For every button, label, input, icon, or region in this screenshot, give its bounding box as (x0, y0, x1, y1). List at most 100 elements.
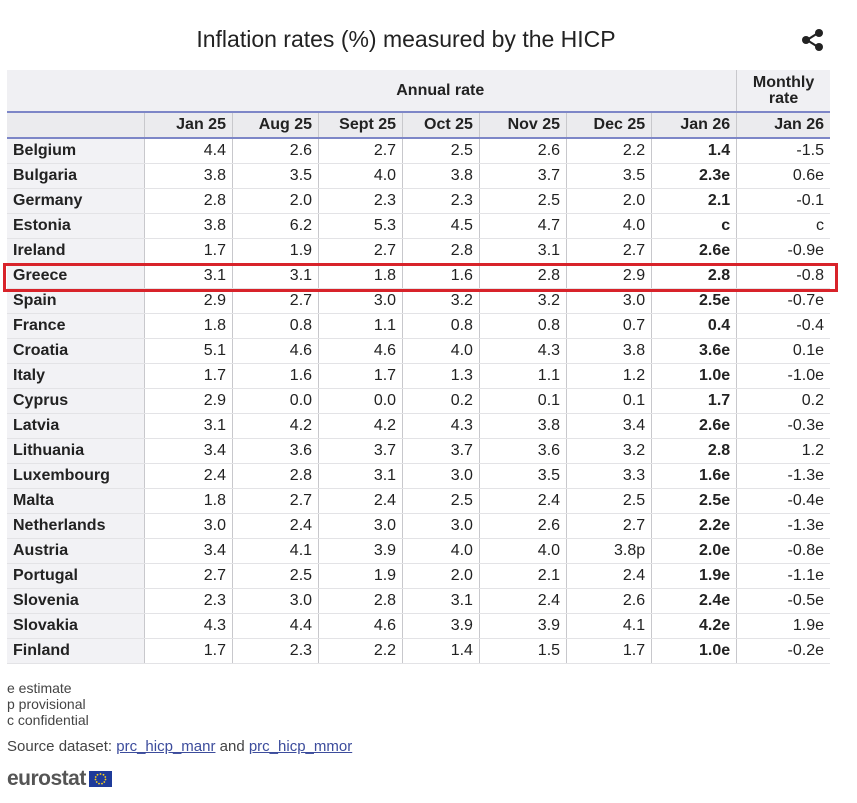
annual-rate-cell: 3.8 (143, 163, 233, 189)
annual-rate-cell: 3.0 (318, 513, 403, 539)
annual-rate-cell: 1.6 (402, 263, 480, 289)
monthly-rate-cell: -0.2e (736, 638, 830, 664)
annual-rate-cell: 3.6e (651, 338, 737, 364)
annual-rate-cell: 2.4 (231, 513, 319, 539)
annual-rate-cell: 1.7 (143, 638, 233, 664)
monthly-rate-cell: c (736, 213, 830, 239)
annual-rate-cell: 0.1 (566, 388, 652, 414)
annual-rate-cell: 1.7 (143, 238, 233, 264)
country-name: Netherlands (7, 513, 145, 539)
monthly-rate-cell: -1.3e (736, 463, 830, 489)
annual-rate-cell: 2.2e (651, 513, 737, 539)
annual-rate-cell: 2.3e (651, 163, 737, 189)
annual-rate-cell: 1.9e (651, 563, 737, 589)
annual-rate-cell: 3.0 (318, 288, 403, 314)
annual-rate-cell: 2.9 (143, 288, 233, 314)
share-icon[interactable] (800, 28, 826, 52)
annual-rate-cell: 0.8 (402, 313, 480, 339)
column-header: Aug 25 (231, 112, 319, 139)
annual-rate-cell: 4.0 (402, 538, 480, 564)
annual-rate-cell: 1.4 (651, 138, 737, 164)
table-row-luxembourg: Luxembourg 2.4 2.8 3.1 3.0 3.5 3.3 1.6e -1.3e (7, 463, 830, 489)
table-row-slovenia: Slovenia 2.3 3.0 2.8 3.1 2.4 2.6 2.4e -0.5e (7, 588, 830, 614)
annual-rate-cell: 1.6e (651, 463, 737, 489)
annual-rate-cell: 2.6 (566, 588, 652, 614)
annual-rate-cell: 2.7 (231, 488, 319, 514)
annual-rate-cell: 0.7 (566, 313, 652, 339)
annual-rate-cell: 3.7 (318, 438, 403, 464)
column-header: Sept 25 (318, 112, 403, 139)
annual-rate-cell: 4.3 (478, 338, 567, 364)
annual-rate-cell: 2.5 (478, 188, 567, 214)
table-row-bulgaria: Bulgaria 3.8 3.5 4.0 3.8 3.7 3.5 2.3e 0.6e (7, 163, 830, 189)
annual-rate-cell: 1.0e (651, 638, 737, 664)
annual-rate-cell: 0.4 (651, 313, 737, 339)
annual-rate-cell: 2.6e (651, 238, 737, 264)
annual-rate-cell: 2.7 (143, 563, 233, 589)
annual-rate-cell: 3.6 (478, 438, 567, 464)
annual-rate-cell: 2.8 (402, 238, 480, 264)
annual-rate-cell: 3.8 (478, 413, 567, 439)
annual-rate-cell: 3.9 (402, 613, 480, 639)
annual-rate-cell: 3.5 (231, 163, 319, 189)
annual-rate-cell: 2.6e (651, 413, 737, 439)
annual-rate-cell: 1.1 (318, 313, 403, 339)
annual-rate-cell: 4.4 (143, 138, 233, 164)
annual-rate-cell: 3.0 (402, 513, 480, 539)
annual-rate-cell: 5.1 (143, 338, 233, 364)
table-row-latvia: Latvia 3.1 4.2 4.2 4.3 3.8 3.4 2.6e -0.3e (7, 413, 830, 439)
country-name: Spain (7, 288, 145, 314)
annual-rate-cell: 3.5 (478, 463, 567, 489)
source-link-mmor[interactable]: prc_hicp_mmor (248, 738, 353, 755)
column-header: Jan 25 (143, 112, 233, 139)
annual-rate-cell: 2.9 (143, 388, 233, 414)
table-row-slovakia: Slovakia 4.3 4.4 4.6 3.9 3.9 4.1 4.2e 1.9e (7, 613, 830, 639)
legend: e estimate p provisional c confidential (7, 680, 89, 728)
annual-rate-cell: 4.2 (318, 413, 403, 439)
annual-rate-cell: 3.8 (402, 163, 480, 189)
annual-rate-cell: 3.8p (566, 538, 652, 564)
annual-rate-cell: 2.1 (478, 563, 567, 589)
annual-rate-cell: 3.8 (143, 213, 233, 239)
annual-rate-cell: 3.1 (143, 413, 233, 439)
annual-rate-cell: 3.2 (478, 288, 567, 314)
logo-text: eurostat (7, 767, 86, 790)
eurostat-logo[interactable]: eurostat (7, 767, 112, 791)
annual-rate-cell: 3.8 (566, 338, 652, 364)
annual-rate-cell: 4.2e (651, 613, 737, 639)
monthly-rate-cell: -0.8e (736, 538, 830, 564)
monthly-rate-cell: -1.1e (736, 563, 830, 589)
source-link-manr[interactable]: prc_hicp_manr (116, 738, 216, 755)
annual-rate-cell: 2.7 (566, 513, 652, 539)
country-name: Ireland (7, 238, 145, 264)
annual-rate-cell: 1.4 (402, 638, 480, 664)
annual-rate-cell: 4.6 (318, 338, 403, 364)
country-name: Greece (7, 263, 145, 289)
annual-rate-cell: 3.7 (402, 438, 480, 464)
annual-rate-cell: 4.0 (318, 163, 403, 189)
annual-rate-cell: 2.5e (651, 288, 737, 314)
annual-rate-cell: 2.4 (478, 588, 567, 614)
column-header: Jan 26 (736, 112, 830, 139)
country-name: Slovakia (7, 613, 145, 639)
annual-rate-cell: 2.5e (651, 488, 737, 514)
column-header: Oct 25 (402, 112, 480, 139)
table-row-spain: Spain 2.9 2.7 3.0 3.2 3.2 3.0 2.5e -0.7e (7, 288, 830, 314)
country-column-header (7, 112, 145, 139)
annual-rate-cell: 1.7 (143, 363, 233, 389)
annual-rate-cell: 3.4 (143, 438, 233, 464)
monthly-rate-cell: -0.5e (736, 588, 830, 614)
annual-rate-cell: 2.9 (566, 263, 652, 289)
monthly-rate-header: Monthly rate (736, 70, 830, 113)
annual-rate-cell: 3.5 (566, 163, 652, 189)
annual-rate-cell: 3.4 (143, 538, 233, 564)
annual-rate-cell: 2.7 (318, 138, 403, 164)
monthly-rate-cell: 0.6e (736, 163, 830, 189)
country-name: Croatia (7, 338, 145, 364)
annual-rate-cell: 3.1 (231, 263, 319, 289)
annual-rate-cell: 2.0 (402, 563, 480, 589)
monthly-rate-cell: -1.3e (736, 513, 830, 539)
annual-rate-cell: 3.3 (566, 463, 652, 489)
annual-rate-cell: 2.2 (318, 638, 403, 664)
legend-provisional: p provisional (7, 696, 86, 712)
